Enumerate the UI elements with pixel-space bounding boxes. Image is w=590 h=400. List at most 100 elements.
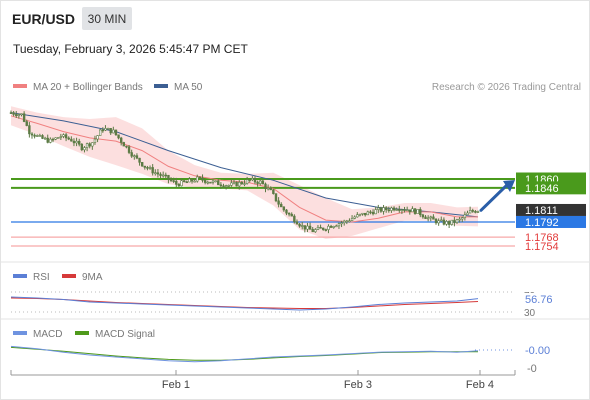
legend-macd-swatch bbox=[13, 331, 27, 335]
candle-body bbox=[374, 209, 377, 215]
candle-body bbox=[222, 185, 225, 188]
rsi-value-bg bbox=[518, 293, 558, 306]
candle-body bbox=[17, 114, 21, 117]
candle-body bbox=[387, 209, 390, 212]
candle-body bbox=[450, 219, 453, 225]
candle-body bbox=[392, 207, 396, 211]
candle-body bbox=[363, 212, 367, 216]
candle-body bbox=[25, 121, 28, 126]
timeframe-badge[interactable] bbox=[82, 7, 132, 30]
candle-body bbox=[384, 207, 388, 211]
candle-body bbox=[332, 226, 335, 228]
candle-body bbox=[322, 227, 325, 230]
candle-body bbox=[340, 222, 343, 225]
rsi-panel: RSI 9MA 70 30 56.76 bbox=[10, 272, 558, 319]
price-label-green: 1.1846 bbox=[525, 183, 559, 195]
candle-body bbox=[59, 136, 63, 138]
candle-body bbox=[182, 180, 186, 183]
candle-body bbox=[130, 152, 133, 157]
candle-body bbox=[408, 209, 411, 213]
price-label-red: 1.1768 bbox=[525, 232, 559, 244]
candle-body bbox=[437, 220, 440, 224]
candle-body bbox=[122, 142, 126, 147]
candle-body bbox=[468, 210, 472, 214]
candle-body bbox=[206, 181, 209, 184]
candle-body bbox=[403, 209, 406, 211]
x-tick-label: Feb 1 bbox=[162, 379, 190, 391]
macd-panel: MACD MACD Signal -0.00 -0 bbox=[10, 329, 550, 375]
candle-body bbox=[358, 213, 362, 216]
legend-rsi-swatch bbox=[13, 274, 27, 278]
candle-body bbox=[119, 137, 123, 143]
candle-body bbox=[198, 176, 202, 179]
candle-body bbox=[28, 125, 31, 135]
candle-body bbox=[400, 209, 404, 211]
legend-ma20-swatch bbox=[13, 84, 27, 88]
candle-body bbox=[361, 212, 364, 215]
candle-body bbox=[272, 189, 275, 194]
price-label-red: 1.1754 bbox=[525, 241, 559, 253]
candle-body bbox=[88, 143, 91, 147]
candle-body bbox=[91, 142, 94, 147]
candle-body bbox=[243, 183, 246, 185]
candle-body bbox=[188, 178, 191, 183]
candle-body bbox=[447, 221, 451, 225]
candle-body bbox=[277, 200, 280, 205]
projection-arrow bbox=[479, 180, 515, 212]
candle-body bbox=[15, 114, 18, 117]
candle-body bbox=[248, 179, 251, 181]
candle-body bbox=[366, 211, 370, 216]
candle-body bbox=[211, 180, 215, 183]
candle-body bbox=[314, 229, 317, 233]
candle-body bbox=[356, 214, 359, 218]
candle-body bbox=[72, 140, 76, 144]
candle-body bbox=[432, 216, 435, 220]
candle-body bbox=[419, 209, 422, 216]
candle-body bbox=[308, 225, 312, 230]
candle-body bbox=[143, 165, 147, 168]
candle-body bbox=[159, 173, 162, 176]
candle-body bbox=[214, 180, 217, 183]
candle-body bbox=[280, 203, 283, 208]
candles-layer bbox=[9, 110, 480, 234]
candle-body bbox=[256, 181, 259, 184]
legend-macd-signal-swatch bbox=[75, 331, 89, 335]
candle-body bbox=[85, 143, 89, 148]
candle-body bbox=[345, 220, 349, 223]
candle-body bbox=[319, 226, 322, 229]
candle-body bbox=[371, 211, 375, 215]
candle-body bbox=[424, 216, 427, 219]
candle-body bbox=[311, 229, 314, 233]
candle-body bbox=[151, 167, 154, 174]
candle-body bbox=[405, 209, 409, 212]
candle-body bbox=[235, 181, 238, 187]
legend-ma50-label: MA 50 bbox=[174, 82, 203, 93]
candle-body bbox=[46, 137, 49, 143]
candle-body bbox=[379, 207, 383, 212]
legend-ma20-label: MA 20 + Bollinger Bands bbox=[33, 82, 143, 93]
candle-body bbox=[377, 207, 380, 210]
candle-body bbox=[146, 167, 149, 169]
levels-layer bbox=[11, 178, 515, 247]
candle-body bbox=[230, 182, 233, 186]
candle-body bbox=[259, 180, 262, 184]
candle-body bbox=[398, 209, 401, 211]
candle-body bbox=[395, 209, 398, 211]
price-label-current: 1.1811 bbox=[525, 205, 558, 217]
macd-zero-label: -0 bbox=[527, 363, 537, 375]
price-label-bg-blue bbox=[516, 215, 586, 228]
candle-body bbox=[442, 219, 446, 225]
candle-body bbox=[458, 218, 461, 221]
candle-body bbox=[426, 217, 430, 220]
candle-body bbox=[54, 137, 57, 140]
legend-rsi-ma-label: 9MA bbox=[82, 272, 103, 283]
legend-ma50-swatch bbox=[154, 84, 168, 88]
candle-body bbox=[269, 187, 272, 191]
candle-body bbox=[57, 137, 60, 139]
candle-body bbox=[22, 113, 26, 122]
candle-body bbox=[99, 129, 102, 136]
candle-body bbox=[175, 180, 178, 185]
candle-body bbox=[106, 128, 110, 130]
candle-body bbox=[135, 155, 139, 159]
candle-body bbox=[80, 143, 84, 151]
